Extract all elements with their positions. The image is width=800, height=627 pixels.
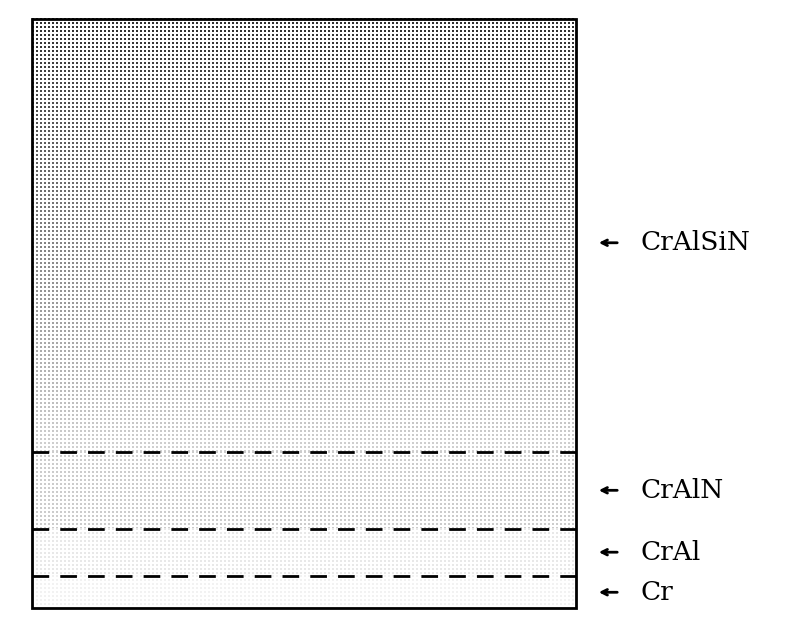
Text: CrAlN: CrAlN xyxy=(640,478,723,503)
Text: CrAl: CrAl xyxy=(640,540,700,565)
Text: CrAlSiN: CrAlSiN xyxy=(640,230,750,255)
Bar xyxy=(32,19,576,608)
Text: Cr: Cr xyxy=(640,580,673,605)
